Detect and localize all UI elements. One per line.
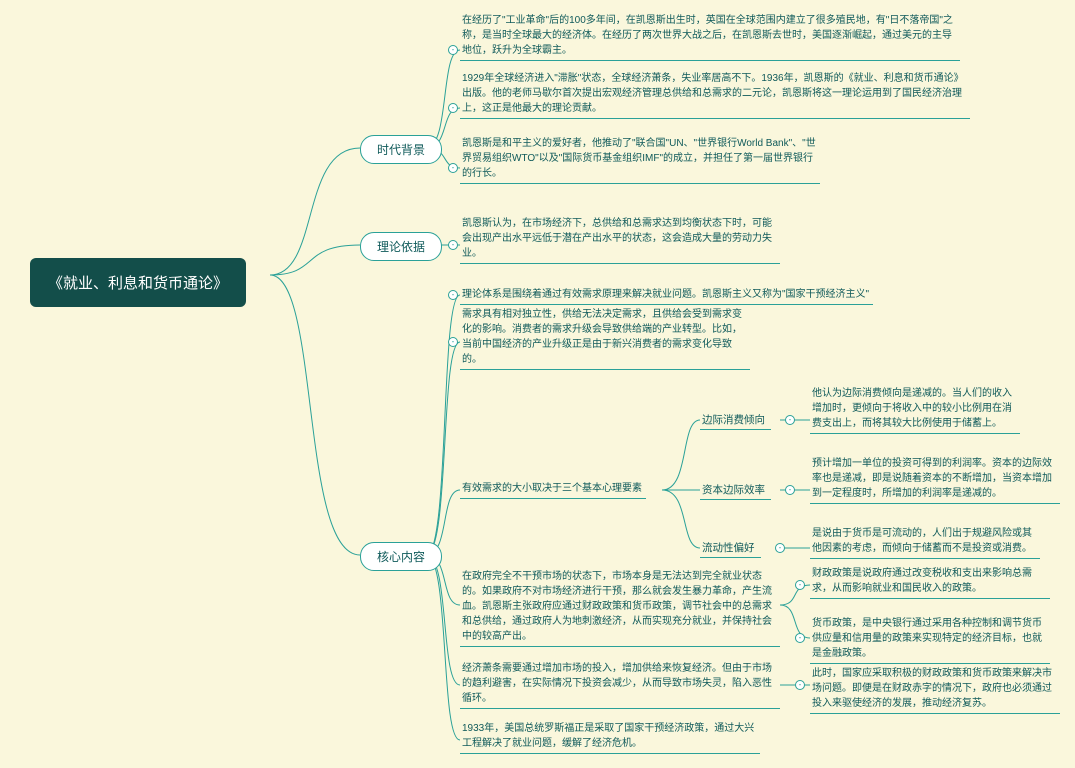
era-leaf-c: 凯恩斯是和平主义的爱好者，他推动了"联合国"UN、"世界银行World Bank…	[460, 135, 820, 184]
core-recession-text: 经济萧条需要通过增加市场的投入，增加供给来恢复经济。但由于市场的趋利避害，在实际…	[460, 660, 780, 709]
core-recession-response: 此时，国家应采取积极的财政政策和货币政策来解决市场问题。即便是在财政赤字的情况下…	[810, 665, 1060, 714]
branch-core[interactable]: 核心内容	[360, 542, 442, 571]
branch-theory[interactable]: 理论依据	[360, 232, 442, 261]
psych-marginal-text: 他认为边际消费倾向是递减的。当人们的收入增加时，更倾向于将收入中的较小比例用在消…	[810, 385, 1020, 434]
branch-theory-label: 理论依据	[377, 240, 425, 254]
psych-liquidity-label: 流动性偏好	[700, 538, 761, 558]
toggle-icon[interactable]: -	[785, 415, 795, 425]
core-leaf-a: 理论体系是围绕着通过有效需求原理来解决就业问题。凯恩斯主义又称为"国家干预经济主…	[460, 286, 873, 305]
core-roosevelt: 1933年，美国总统罗斯福正是采取了国家干预经济政策，通过大兴工程解决了就业问题…	[460, 720, 760, 754]
toggle-icon[interactable]: -	[795, 580, 805, 590]
psych-capital-text: 预计增加一单位的投资可得到的利润率。资本的边际效率也是递减，即是说随着资本的不断…	[810, 455, 1060, 504]
branch-era-label: 时代背景	[377, 143, 425, 157]
toggle-icon[interactable]: -	[795, 633, 805, 643]
toggle-icon[interactable]: -	[795, 680, 805, 690]
core-psych-label: 有效需求的大小取决于三个基本心理要素	[460, 480, 646, 499]
theory-leaf: 凯恩斯认为，在市场经济下，总供给和总需求达到均衡状态下时，可能会出现产出水平远低…	[460, 215, 780, 264]
toggle-icon[interactable]: -	[448, 103, 458, 113]
toggle-icon[interactable]: -	[448, 337, 458, 347]
psych-marginal-label: 边际消费倾向	[700, 410, 771, 430]
branch-era[interactable]: 时代背景	[360, 135, 442, 164]
core-gov-text: 在政府完全不干预市场的状态下，市场本身是无法达到完全就业状态的。如果政府不对市场…	[460, 568, 780, 647]
core-gov-monetary: 货币政策，是中央银行通过采用各种控制和调节货币供应量和信用量的政策来实现特定的经…	[810, 615, 1050, 664]
toggle-icon[interactable]: -	[785, 485, 795, 495]
era-leaf-a: 在经历了"工业革命"后的100多年间，在凯恩斯出生时，英国在全球范围内建立了很多…	[460, 12, 960, 61]
psych-capital-label: 资本边际效率	[700, 480, 771, 500]
core-leaf-b: 需求具有相对独立性，供给无法决定需求，且供给会受到需求变化的影响。消费者的需求升…	[460, 306, 750, 370]
era-leaf-b: 1929年全球经济进入"滞胀"状态，全球经济萧条，失业率居高不下。1936年，凯…	[460, 70, 970, 119]
core-gov-fiscal: 财政政策是说政府通过改变税收和支出来影响总需求，从而影响就业和国民收入的政策。	[810, 565, 1050, 599]
toggle-icon[interactable]: -	[448, 290, 458, 300]
psych-liquidity-text: 是说由于货币是可流动的，人们出于规避风险或其他因素的考虑，而倾向于储蓄而不是投资…	[810, 525, 1040, 559]
toggle-icon[interactable]: -	[448, 45, 458, 55]
branch-core-label: 核心内容	[377, 550, 425, 564]
toggle-icon[interactable]: -	[448, 163, 458, 173]
root-label: 《就业、利息和货币通论》	[48, 275, 228, 292]
toggle-icon[interactable]: -	[775, 543, 785, 553]
root-node[interactable]: 《就业、利息和货币通论》	[30, 258, 246, 307]
toggle-icon[interactable]: -	[448, 240, 458, 250]
